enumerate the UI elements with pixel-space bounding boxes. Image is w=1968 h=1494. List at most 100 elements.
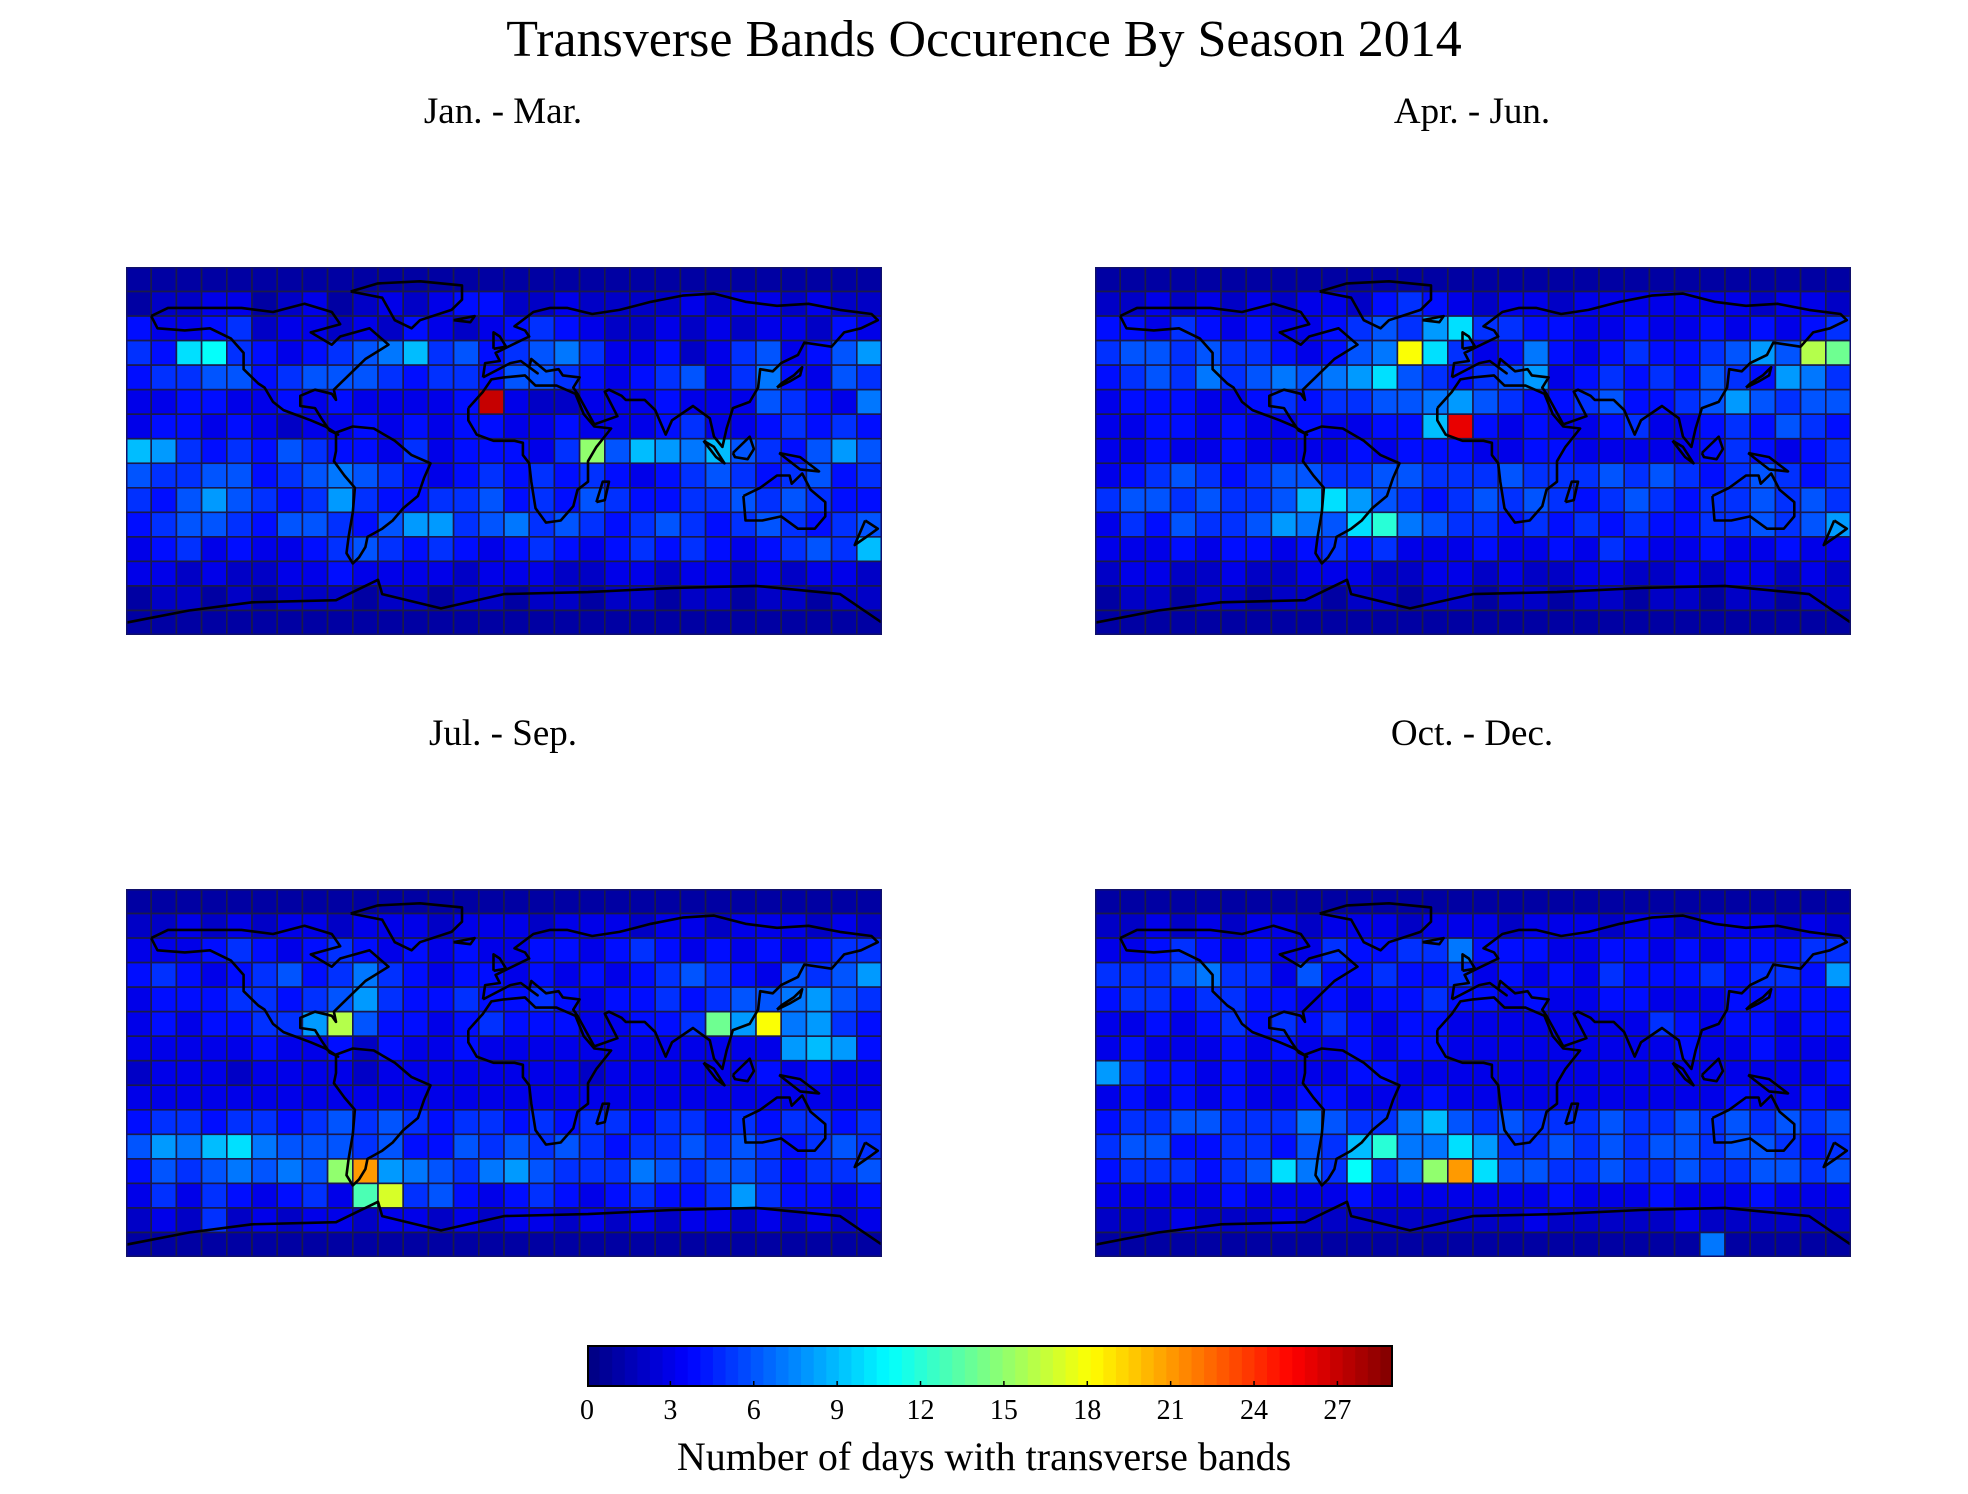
heatmap-cell (1572, 1158, 1600, 1185)
heatmap-cell (251, 413, 279, 440)
heatmap-cell (200, 1133, 228, 1160)
heatmap-cell (1673, 1182, 1701, 1209)
coastline (778, 451, 821, 473)
heatmap-cell (855, 1035, 882, 1062)
coastline (350, 902, 464, 952)
heatmap-cell (1598, 1231, 1626, 1257)
heatmap-cell (377, 609, 405, 635)
heatmap-cell (126, 1010, 153, 1037)
heatmap-cell (1648, 413, 1676, 440)
heatmap-cell (1169, 290, 1197, 317)
heatmap-cell (729, 1010, 757, 1037)
heatmap-cell (301, 339, 329, 366)
heatmap-cell (528, 585, 556, 612)
heatmap-cell (1396, 267, 1424, 293)
heatmap-cell (1774, 585, 1802, 612)
heatmap-cell (1749, 937, 1777, 964)
heatmap-cell (1144, 1207, 1172, 1234)
heatmap-cell (326, 986, 354, 1013)
heatmap-cell (729, 1231, 757, 1257)
heatmap-cell (150, 267, 178, 293)
heatmap-cell (402, 1133, 430, 1160)
colorbar-tick-label: 15 (989, 1395, 1018, 1426)
heatmap-cell (427, 315, 455, 342)
heatmap-cell (427, 364, 455, 391)
heatmap-cell (126, 388, 153, 415)
colorbar-segment (927, 1345, 941, 1387)
heatmap-cell (553, 1231, 581, 1257)
heatmap-cell (780, 609, 808, 635)
heatmap-cell (1195, 889, 1222, 915)
heatmap-cell (452, 536, 480, 563)
heatmap-cell (654, 1231, 682, 1257)
heatmap-cell (629, 1182, 657, 1209)
heatmap-cell (855, 413, 882, 440)
heatmap-cell (1724, 1059, 1752, 1087)
heatmap-cell (1472, 1231, 1500, 1257)
coastline (1301, 425, 1401, 565)
heatmap-cell (654, 585, 682, 612)
heatmap-cell (276, 889, 304, 915)
heatmap-cell (150, 487, 178, 514)
heatmap-cell (1245, 1010, 1273, 1037)
heatmap-cell (1220, 560, 1248, 587)
heatmap-cell (629, 1158, 657, 1185)
heatmap-cell (1220, 1109, 1248, 1136)
heatmap-cell (1472, 1207, 1500, 1234)
heatmap-cell (1824, 1035, 1851, 1062)
heatmap-cell (1346, 1231, 1374, 1257)
heatmap-cell (1245, 937, 1273, 964)
heatmap-cell (1270, 437, 1298, 465)
panel-title-apr-jun: Apr. - Jun. (1393, 91, 1551, 132)
heatmap-cell (175, 487, 203, 514)
heatmap-cell (452, 413, 480, 440)
heatmap-cell (1270, 1133, 1298, 1160)
heatmap-cell (1346, 487, 1374, 514)
heatmap-cell (1270, 364, 1298, 391)
heatmap-cell (729, 609, 757, 635)
heatmap-cell (679, 961, 707, 988)
heatmap-cell (1673, 511, 1701, 538)
heatmap-cell (1724, 315, 1752, 342)
heatmap-cell (603, 1231, 631, 1257)
heatmap-cell (603, 487, 631, 514)
heatmap-cell (1095, 1109, 1122, 1136)
coastline (481, 914, 880, 1071)
heatmap-cell (629, 609, 657, 635)
coastline (1564, 480, 1580, 504)
heatmap-cell (679, 560, 707, 587)
heatmap-cell (1572, 267, 1600, 293)
heatmap-cell (1195, 388, 1222, 415)
coastline (742, 1094, 827, 1153)
heatmap-cell (1270, 267, 1298, 293)
heatmap-cell (1144, 1231, 1172, 1257)
heatmap-cell (1446, 889, 1474, 915)
heatmap-cell (578, 511, 606, 538)
heatmap-cell (402, 961, 430, 988)
heatmap-cell (503, 1207, 531, 1234)
heatmap-cell (1421, 462, 1449, 489)
heatmap-cell (855, 267, 882, 293)
heatmap-cell (1572, 1182, 1600, 1209)
heatmap-cell (1371, 1035, 1399, 1062)
heatmap-cell (1497, 1158, 1525, 1185)
coastline (332, 425, 432, 565)
heatmap-cell (1245, 1182, 1273, 1209)
heatmap-cell (1824, 364, 1851, 391)
heatmap-cell (780, 315, 808, 342)
heatmap-cell (402, 536, 430, 563)
heatmap-cell (1824, 1182, 1851, 1209)
heatmap-cell (1169, 560, 1197, 587)
heatmap-cell (1547, 267, 1575, 293)
heatmap-cell (226, 961, 253, 988)
heatmap-cell (1220, 364, 1248, 391)
heatmap-cell (1095, 413, 1122, 440)
heatmap-cell (251, 339, 279, 366)
heatmap-cell (276, 339, 304, 366)
heatmap-cell (377, 1182, 405, 1209)
heatmap-cell (402, 267, 430, 293)
heatmap-cell (427, 1084, 455, 1111)
heatmap-cell (126, 413, 153, 440)
heatmap-cell (1446, 1109, 1474, 1136)
heatmap-cell (1572, 889, 1600, 915)
